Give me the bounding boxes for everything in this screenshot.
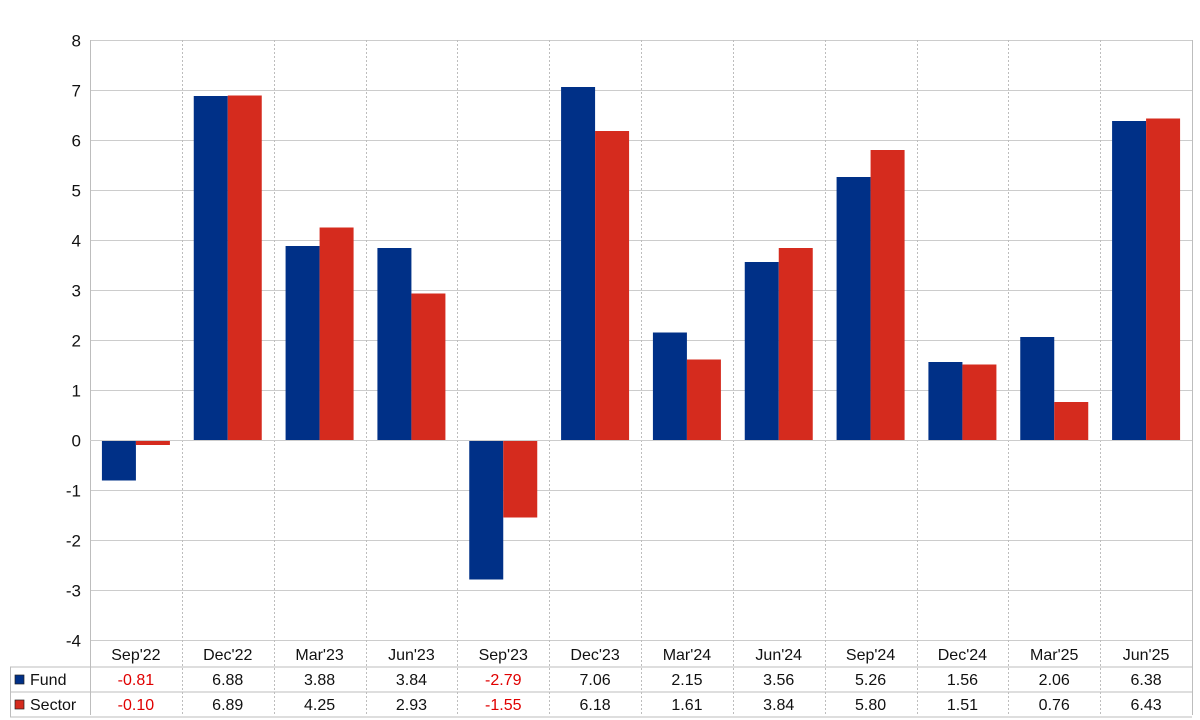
data-label-sector: -0.10: [118, 697, 155, 714]
y-tick-label: 8: [72, 32, 81, 51]
bar-fund-mar-25: [1020, 337, 1055, 440]
bar-fund-dec-24: [928, 362, 963, 440]
data-label-fund: 6.38: [1131, 672, 1162, 689]
data-label-fund: 5.26: [855, 672, 886, 689]
data-label-sector: 5.80: [855, 697, 886, 714]
y-tick-label: 2: [72, 332, 81, 351]
bar-sector-dec-24: [962, 364, 997, 440]
bar-fund-dec-22: [193, 96, 228, 440]
legend-label-fund: Fund: [30, 672, 66, 689]
x-tick-label: Jun'24: [755, 647, 802, 664]
y-tick-label: 6: [72, 132, 81, 151]
x-tick-label: Sep'23: [479, 647, 528, 664]
y-tick-label: 7: [72, 82, 81, 101]
data-label-fund: 1.56: [947, 672, 978, 689]
y-tick-label: 1: [72, 382, 81, 401]
data-label-sector: 2.93: [396, 697, 427, 714]
x-tick-label: Dec'22: [203, 647, 252, 664]
bar-fund-jun-23: [377, 248, 412, 440]
y-tick-label: -1: [66, 482, 81, 501]
data-label-sector: 1.61: [671, 697, 702, 714]
x-tick-label: Mar'23: [295, 647, 344, 664]
bar-fund-sep-24: [836, 177, 871, 440]
data-label-sector: 1.51: [947, 697, 978, 714]
data-label-fund: 3.84: [396, 672, 427, 689]
y-tick-label: 5: [72, 182, 81, 201]
bar-fund-sep-22: [101, 440, 136, 481]
data-label-sector: 6.43: [1131, 697, 1162, 714]
bar-fund-sep-23: [469, 440, 504, 580]
gridlines: [90, 40, 1193, 715]
x-tick-label: Jun'23: [388, 647, 435, 664]
y-tick-label: 3: [72, 282, 81, 301]
bar-sector-jun-24: [778, 248, 813, 440]
x-tick-label: Mar'25: [1030, 647, 1079, 664]
data-label-sector: 0.76: [1039, 697, 1070, 714]
bar-sector-jun-25: [1146, 118, 1181, 440]
x-tick-label: Dec'24: [938, 647, 987, 664]
data-label-sector: 3.84: [763, 697, 794, 714]
data-label-fund: 2.06: [1039, 672, 1070, 689]
legend-swatch-fund: [14, 674, 25, 685]
y-tick-label: 4: [72, 232, 81, 251]
bars: [90, 87, 1192, 580]
y-tick-label: -3: [66, 582, 81, 601]
data-label-sector: 6.89: [212, 697, 243, 714]
bar-sector-sep-23: [503, 440, 538, 518]
bar-sector-dec-22: [227, 95, 262, 440]
data-label-fund: 3.88: [304, 672, 335, 689]
bar-sector-mar-23: [319, 227, 354, 440]
legend-swatch-sector: [14, 699, 25, 710]
bar-sector-dec-23: [595, 131, 630, 440]
bar-fund-mar-23: [285, 246, 320, 440]
bar-sector-sep-24: [870, 150, 905, 440]
data-table: Sep'22 Dec'22 Mar'23 Jun'23 Sep'23 Dec'23 Mar'…: [10, 647, 1192, 718]
data-label-fund: -0.81: [118, 672, 155, 689]
data-label-fund: 2.15: [671, 672, 702, 689]
data-label-fund: 6.88: [212, 672, 243, 689]
y-tick-label: 0: [72, 432, 81, 451]
bar-sector-mar-24: [686, 359, 721, 440]
bar-sector-jun-23: [411, 293, 446, 440]
x-tick-label: Sep'22: [111, 647, 160, 664]
x-tick-label: Mar'24: [663, 647, 712, 664]
bar-sector-sep-22: [135, 440, 170, 445]
legend-label-sector: Sector: [30, 697, 77, 714]
y-tick-label: -2: [66, 532, 81, 551]
data-label-fund: -2.79: [485, 672, 522, 689]
y-axis-ticks: 8 7 6 5 4 3 2 1 0 -1 -2 -3 -4: [66, 32, 81, 651]
data-label-sector: -1.55: [485, 697, 522, 714]
data-label-sector: 6.18: [580, 697, 611, 714]
data-label-fund: 3.56: [763, 672, 794, 689]
bar-fund-jun-25: [1112, 121, 1147, 440]
bar-fund-dec-23: [561, 87, 596, 440]
data-label-sector: 4.25: [304, 697, 335, 714]
bar-fund-jun-24: [744, 262, 779, 440]
y-tick-label: -4: [66, 632, 81, 651]
data-label-fund: 7.06: [580, 672, 611, 689]
bar-sector-mar-25: [1054, 402, 1089, 440]
x-tick-label: Sep'24: [846, 647, 895, 664]
x-tick-label: Dec'23: [570, 647, 619, 664]
bar-fund-mar-24: [652, 332, 687, 440]
x-tick-label: Jun'25: [1123, 647, 1170, 664]
